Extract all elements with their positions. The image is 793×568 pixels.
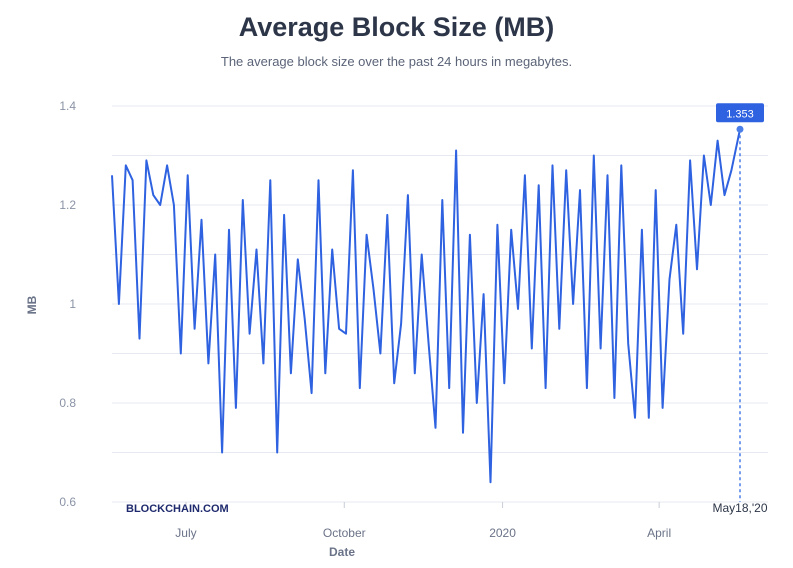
y-tick-label: 1 — [69, 297, 76, 311]
x-tick-label: October — [323, 526, 366, 540]
y-axis-label: MB — [25, 295, 39, 314]
y-axis-ticks: 0.6 0.8 1 1.2 1.4 — [59, 99, 76, 509]
value-badge — [716, 103, 764, 123]
brand-watermark: BLOCKCHAIN.COM — [126, 503, 229, 515]
chart-subtitle: The average block size over the past 24 … — [220, 54, 573, 69]
x-tick-label: July — [175, 526, 196, 540]
hover-date-label: May18,'20 — [713, 501, 768, 515]
y-tick-label: 0.6 — [59, 495, 76, 509]
x-tick-label: April — [647, 526, 671, 540]
x-axis-label: Date — [329, 545, 355, 559]
x-axis-ticks: July October 2020 April — [175, 502, 671, 540]
y-tick-label: 1.4 — [59, 99, 76, 113]
x-tick-label: 2020 — [489, 526, 516, 540]
value-badge-text: 1.353 — [726, 108, 754, 120]
y-tick-label: 0.8 — [59, 396, 76, 410]
series-layer[interactable] — [111, 129, 741, 484]
chart-title: Average Block Size (MB) — [238, 12, 555, 42]
y-tick-label: 1.2 — [59, 198, 76, 212]
hover-point[interactable] — [736, 125, 744, 133]
series-line[interactable] — [111, 129, 741, 484]
hover-marker[interactable]: 1.353 May18,'20 — [713, 103, 768, 515]
